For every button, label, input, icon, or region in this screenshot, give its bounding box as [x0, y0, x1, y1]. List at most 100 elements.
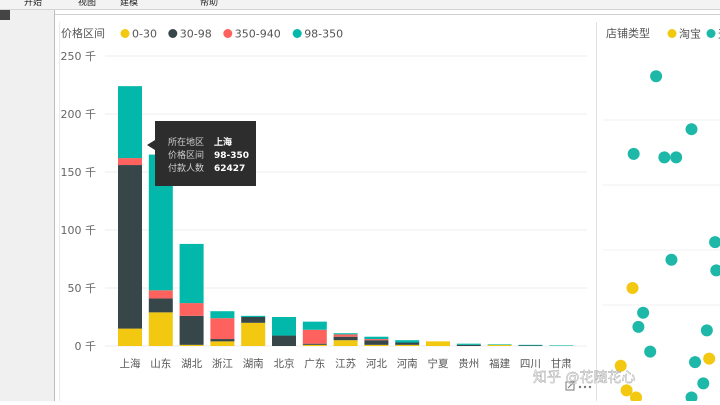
focus-mode-icon[interactable] [565, 381, 575, 391]
bar-湖北-98-350 [179, 243, 204, 304]
bar-浙江-30-98 [210, 339, 235, 342]
bar-广东-30-98 [302, 343, 327, 345]
bar-chart-legend: 价格区间 0-30 30-98 350-940 98-350 [61, 26, 343, 41]
scatter-point-淘宝-2 [620, 384, 633, 397]
scatter-legend-label-1: 天 [718, 28, 720, 41]
tooltip-value-payers: 62427 [214, 164, 245, 174]
scatter-legend-dot-1 [706, 29, 716, 38]
bar-四川-30-98 [518, 345, 543, 346]
left-pane [0, 10, 54, 401]
pane-marker [0, 10, 10, 20]
scatter-point-淘宝-4 [614, 359, 627, 372]
bar-chart-y-axis: 0 千 50 千 100 千 150 千 200 千 250 千 [61, 50, 97, 353]
tooltip-label-region: 所在地区 [168, 136, 204, 148]
scatter-point-天-8 [637, 306, 650, 319]
bar-legend-label-2: 350-940 [235, 28, 281, 41]
bar-x-tick-label-11: 贵州 [458, 357, 479, 370]
bar-北京-30-98 [272, 335, 296, 346]
bar-湖北-350-940 [179, 303, 204, 316]
bar-x-tick-label-12: 福建 [489, 357, 510, 370]
bar-甘肃-98-350 [549, 345, 574, 346]
bar-湖北-30-98 [179, 315, 204, 345]
bar-江苏-30-98 [333, 336, 358, 341]
scatter-chart-legend: 店铺类型 淘宝 天 [606, 26, 720, 41]
scatter-point-淘宝-0 [626, 282, 639, 295]
bar-x-tick-label-0: 上海 [120, 357, 141, 370]
scatter-point-天-12 [689, 356, 702, 369]
tooltip-pointer [147, 140, 155, 150]
bar-贵州-30-98 [456, 344, 481, 346]
bar-福建-0-30 [487, 344, 512, 346]
menu-help[interactable]: 帮助 [200, 0, 219, 8]
bar-y-tick-label-4: 200 千 [61, 108, 97, 121]
bar-广东-98-350 [302, 321, 327, 330]
watermark-text: 知乎 @花随花心 [533, 369, 635, 386]
scatter-point-淘宝-3 [630, 391, 643, 404]
bar-河南-0-30 [395, 344, 420, 346]
bar-广东-350-940 [302, 329, 327, 344]
report-canvas: 价格区间 0-30 30-98 350-940 98-350 0 千 50 千 100 千… [54, 10, 720, 404]
scatter-point-天-1 [627, 147, 640, 160]
bar-江苏-350-940 [333, 334, 358, 337]
bar-x-tick-label-5: 北京 [274, 357, 295, 370]
scatter-point-天-11 [644, 345, 657, 358]
bar-y-tick-label-2: 100 千 [61, 224, 97, 237]
bar-y-tick-label-0: 0 千 [75, 340, 97, 353]
chart-tooltip: 所在地区 上海 价格区间 98-350 付款人数 62427 [147, 121, 256, 186]
bar-x-tick-label-10: 宁夏 [428, 357, 449, 370]
scatter-legend-title: 店铺类型 [606, 26, 650, 40]
bar-河南-30-98 [395, 342, 420, 345]
bar-上海-98-350 [118, 86, 142, 159]
scatter-point-天-13 [697, 377, 710, 390]
bar-legend-dot-2 [223, 29, 233, 38]
scatter-point-淘宝-1 [703, 352, 716, 365]
scatter-chart-points [614, 70, 720, 404]
bar-x-tick-label-7: 江苏 [335, 357, 356, 370]
menu-modeling[interactable]: 建模 [120, 0, 139, 8]
bar-x-tick-label-4: 湖南 [243, 357, 264, 370]
bar-chart-gridlines [105, 55, 587, 347]
bar-x-tick-label-8: 河北 [366, 358, 387, 370]
bar-湖北-0-30 [179, 344, 204, 346]
bar-北京-98-350 [272, 317, 296, 336]
bar-宁夏-0-30 [426, 341, 450, 346]
bar-x-tick-label-9: 河南 [397, 357, 418, 370]
bar-河北-350-940 [364, 339, 389, 341]
bar-legend-title: 价格区间 [61, 26, 105, 40]
scatter-point-天-9 [632, 320, 645, 333]
bar-legend-label-0: 0-30 [132, 28, 157, 41]
bar-x-tick-label-14: 甘肃 [551, 357, 572, 370]
bar-legend-dot-1 [168, 29, 178, 38]
bar-x-tick-label-1: 山东 [150, 357, 171, 370]
bar-湖南-98-350 [241, 315, 266, 317]
tooltip-value-region: 上海 [214, 136, 232, 148]
bar-山东-30-98 [148, 298, 173, 313]
bar-y-tick-label-5: 250 千 [61, 50, 97, 63]
bar-湖南-0-30 [241, 322, 266, 346]
ellipsis-icon[interactable] [578, 385, 592, 389]
menu-home[interactable]: 开始 [24, 0, 43, 8]
bar-山东-350-940 [148, 290, 173, 299]
scatter-point-天-4 [685, 123, 698, 136]
bar-x-tick-label-6: 广东 [304, 357, 325, 370]
bar-y-tick-label-3: 150 千 [61, 166, 97, 179]
scatter-point-天-14 [685, 391, 698, 404]
bar-河北-30-98 [364, 340, 389, 345]
menu-view[interactable]: 视图 [78, 0, 97, 8]
bar-chart-bars [118, 86, 574, 346]
bar-y-tick-label-1: 50 千 [68, 282, 97, 295]
bar-河南-98-350 [395, 340, 420, 343]
bar-江苏-98-350 [333, 333, 358, 335]
bar-广东-0-30 [302, 344, 327, 346]
bar-legend-dot-0 [120, 29, 130, 38]
bar-河北-98-350 [364, 336, 389, 340]
scatter-point-天-7 [710, 264, 720, 277]
bar-贵州-98-350 [456, 343, 481, 345]
scatter-point-天-5 [665, 253, 678, 266]
report-visuals: 价格区间 0-30 30-98 350-940 98-350 0 千 50 千 100 千… [55, 14, 720, 404]
bar-福建-98-350 [487, 344, 512, 345]
scatter-chart-gridlines [603, 119, 720, 306]
ribbon-menu-bar: 开始 视图 建模 帮助 [0, 0, 720, 10]
bar-x-tick-label-3: 浙江 [212, 358, 233, 370]
bar-上海-30-98 [118, 165, 142, 329]
